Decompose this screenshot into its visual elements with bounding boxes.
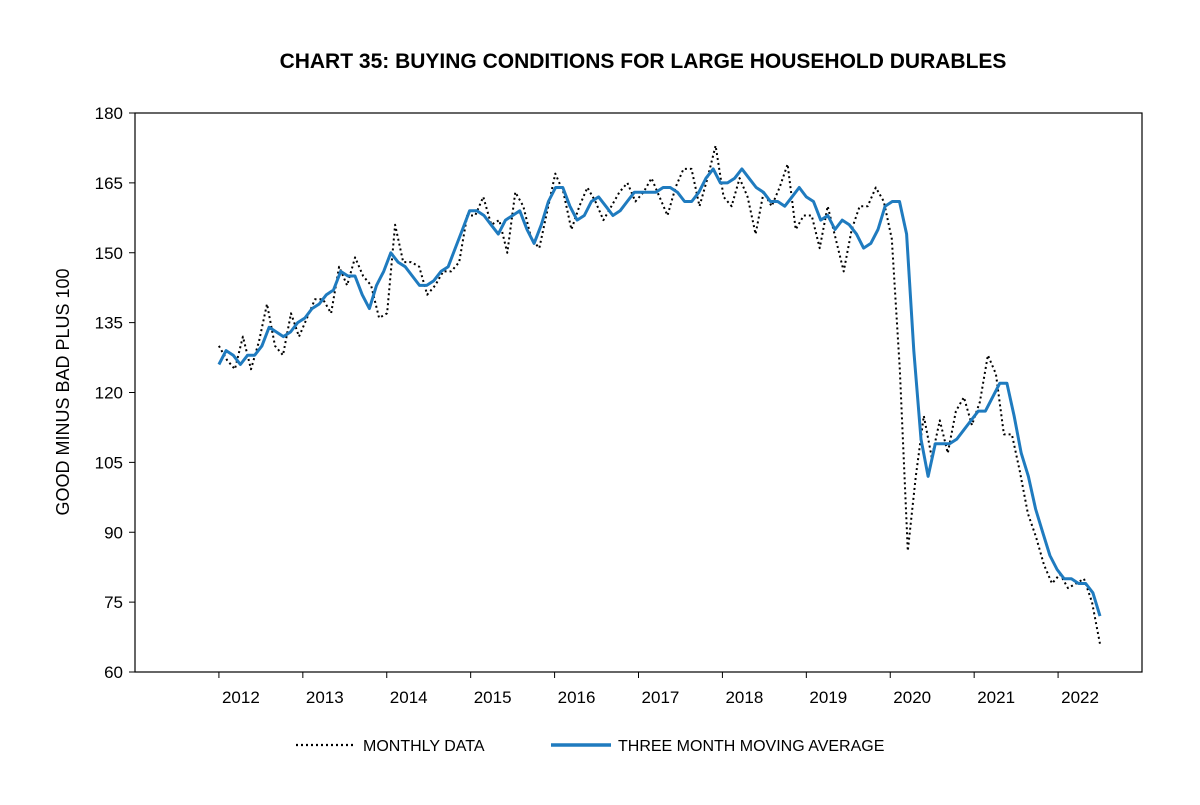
x-tick-label: 2021	[977, 688, 1015, 707]
x-tick-label: 2014	[390, 688, 428, 707]
x-axis: 2012 2013 2014 2015 2016 2017 2018 2019 2020 2021…	[218, 672, 1099, 707]
legend: MONTHLY DATA THREE MONTH MOVING AVERAGE	[296, 738, 884, 755]
series-layer	[217, 144, 1102, 645]
x-tick-label: 2017	[642, 688, 680, 707]
y-tick-label: 180	[95, 104, 123, 123]
legend-item-monthly: MONTHLY DATA	[296, 738, 485, 755]
y-tick-label: 150	[95, 244, 123, 263]
legend-label-monthly: MONTHLY DATA	[363, 738, 485, 755]
y-tick-label: 120	[95, 384, 123, 403]
legend-label-moving-average: THREE MONTH MOVING AVERAGE	[618, 738, 884, 755]
x-tick-label: 2018	[725, 688, 763, 707]
x-tick-label: 2013	[306, 688, 344, 707]
legend-item-moving-average: THREE MONTH MOVING AVERAGE	[551, 738, 884, 755]
y-tick-label: 105	[95, 453, 123, 472]
y-axis: 60 75 90 105 120 135 150 165 180	[95, 104, 135, 682]
y-tick-label: 90	[104, 523, 123, 542]
x-tick-label: 2020	[893, 688, 931, 707]
x-tick-label: 2019	[809, 688, 847, 707]
y-tick-label: 60	[104, 663, 123, 682]
series-line-monthly	[218, 144, 1101, 645]
y-tick-label: 165	[95, 174, 123, 193]
y-tick-label: 135	[95, 314, 123, 333]
y-axis-label: GOOD MINUS BAD PLUS 100	[53, 268, 73, 515]
series-line-moving-average	[217, 167, 1102, 617]
x-tick-label: 2016	[558, 688, 596, 707]
chart-title: CHART 35: BUYING CONDITIONS FOR LARGE HO…	[280, 50, 1007, 73]
x-tick-label: 2022	[1061, 688, 1099, 707]
x-tick-label: 2012	[222, 688, 260, 707]
x-tick-label: 2015	[474, 688, 512, 707]
y-tick-label: 75	[104, 593, 123, 612]
